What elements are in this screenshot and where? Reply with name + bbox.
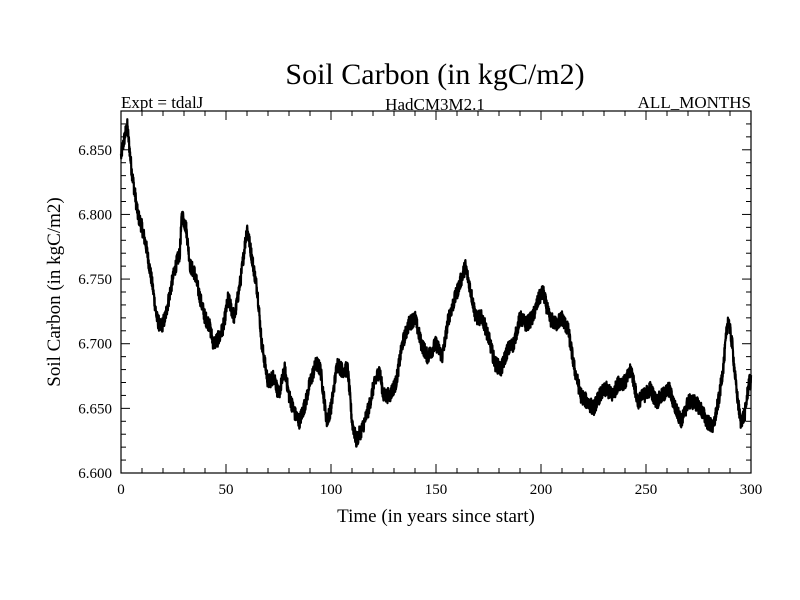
x-tick-label: 200 <box>530 482 553 498</box>
x-tick-label: 100 <box>320 482 343 498</box>
x-tick-label: 250 <box>635 482 658 498</box>
y-tick-label: 6.650 <box>78 401 112 417</box>
y-tick-label: 6.750 <box>78 272 112 288</box>
months-label: ALL_MONTHS <box>638 93 751 112</box>
model-label: HadCM3M2.1 <box>385 95 485 114</box>
y-tick-label: 6.850 <box>78 143 112 159</box>
y-tick-label: 6.600 <box>78 466 112 482</box>
chart-title: Soil Carbon (in kgC/m2) <box>285 58 584 91</box>
x-axis-title: Time (in years since start) <box>337 506 535 527</box>
x-tick-label: 150 <box>425 482 448 498</box>
x-tick-labels: 0 50 100 150 200 250 300 <box>117 482 762 498</box>
x-tick-label: 300 <box>740 482 763 498</box>
y-tick-label: 6.700 <box>78 337 112 353</box>
y-axis-title: Soil Carbon (in kgC/m2) <box>44 197 65 386</box>
x-tick-label: 50 <box>219 482 234 498</box>
plot-frame <box>120 110 752 474</box>
ticks-layer <box>120 110 752 474</box>
series-line-soil-carbon <box>119 118 753 448</box>
experiment-label: Expt = tdalJ <box>121 93 204 112</box>
x-tick-label: 0 <box>117 482 125 498</box>
y-tick-labels: 6.600 6.650 6.700 6.750 6.800 6.850 <box>78 143 112 482</box>
y-tick-label: 6.800 <box>78 207 112 223</box>
